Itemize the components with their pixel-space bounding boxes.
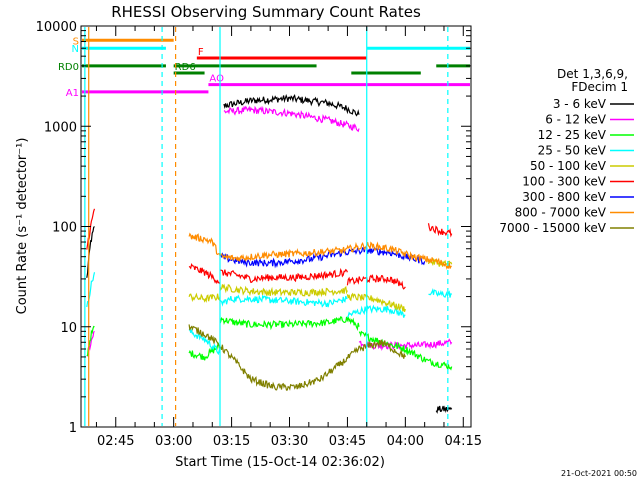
- chart-title: RHESSI Observing Summary Count Rates: [111, 3, 421, 21]
- series-line: [188, 327, 221, 356]
- legend-entry-label: 7000 - 15000 keV: [499, 221, 606, 235]
- legend-title: FDecim 1: [571, 80, 628, 94]
- y-tick-label: 1000: [44, 120, 77, 135]
- legend-entry-label: 6 - 12 keV: [545, 113, 607, 127]
- series-1: [86, 105, 453, 357]
- legend-entry-label: 800 - 7000 keV: [515, 206, 607, 220]
- x-tick-label: 03:00: [155, 434, 192, 449]
- y-tick-label: 10000: [36, 20, 77, 35]
- legend-entry-label: 100 - 300 keV: [522, 175, 606, 189]
- y-tick-label: 100: [52, 221, 77, 236]
- series-line: [86, 272, 96, 308]
- legend-entry-label: 50 - 100 keV: [530, 159, 607, 173]
- flag-label: RD0: [58, 62, 79, 73]
- y-tick-label: 1: [69, 421, 77, 436]
- vertical-markers-layer: [84, 27, 449, 426]
- y-tick-label: 10: [60, 321, 77, 336]
- y-axis-label: Count Rate (s⁻¹ detector⁻¹): [15, 138, 30, 315]
- series-line: [346, 273, 406, 290]
- x-tick-label: 03:30: [271, 434, 308, 449]
- footer-timestamp: 21-Oct-2021 00:50: [561, 469, 637, 478]
- series-6: [219, 245, 426, 269]
- series-line: [86, 208, 96, 250]
- x-tick-label: 04:00: [387, 434, 424, 449]
- series-line: [223, 105, 360, 133]
- flag-bars-layer: SN F RD0 RD6 AO A1: [58, 36, 470, 99]
- series-line: [219, 245, 426, 269]
- legend-entry-label: 12 - 25 keV: [538, 128, 607, 142]
- series-line: [346, 292, 406, 312]
- series-line: [188, 232, 452, 270]
- flag-label: RD6: [175, 62, 196, 73]
- data-layer: [86, 93, 453, 414]
- flag-label: S: [73, 36, 79, 47]
- series-line: [188, 342, 221, 361]
- series-line: [86, 226, 95, 278]
- series-line: [435, 405, 453, 414]
- series-line: [223, 93, 360, 117]
- series-0: [86, 93, 453, 414]
- legend-title: Det 1,3,6,9,: [557, 67, 628, 81]
- series-7: [188, 232, 452, 270]
- series-line: [219, 267, 348, 284]
- series-5: [86, 208, 453, 290]
- series-line: [346, 304, 406, 318]
- series-2: [86, 315, 453, 371]
- series-line: [219, 294, 348, 308]
- x-axis-label: Start Time (15-Oct-14 02:36:02): [175, 455, 385, 470]
- series-8: [188, 324, 406, 391]
- flag-label: A1: [66, 88, 79, 99]
- series-line: [188, 292, 221, 303]
- legend-entry-label: 25 - 50 keV: [538, 144, 607, 158]
- series-3: [86, 272, 453, 356]
- flag-label: N: [72, 44, 79, 55]
- series-line: [219, 315, 360, 331]
- series-line: [427, 223, 453, 238]
- x-tick-label: 03:45: [329, 434, 366, 449]
- series-line: [86, 325, 95, 357]
- series-line: [358, 330, 453, 371]
- series-line: [428, 287, 453, 299]
- axes-layer: 1 10 100 1000 10000 02:45 03:00 03:15 03:30 03:45…: [36, 20, 482, 449]
- series-line: [219, 283, 348, 298]
- x-tick-label: 04:15: [445, 434, 482, 449]
- series-line: [188, 324, 406, 391]
- x-tick-label: 02:45: [97, 434, 134, 449]
- legend-entry-label: 3 - 6 keV: [553, 97, 607, 111]
- series-line: [358, 338, 453, 352]
- flag-label: AO: [209, 74, 224, 85]
- x-tick-label: 03:15: [213, 434, 250, 449]
- legend-entry-label: 300 - 800 keV: [522, 190, 606, 204]
- flag-label: F: [198, 47, 204, 58]
- series-line: [188, 263, 221, 285]
- plot-frame: [80, 25, 472, 428]
